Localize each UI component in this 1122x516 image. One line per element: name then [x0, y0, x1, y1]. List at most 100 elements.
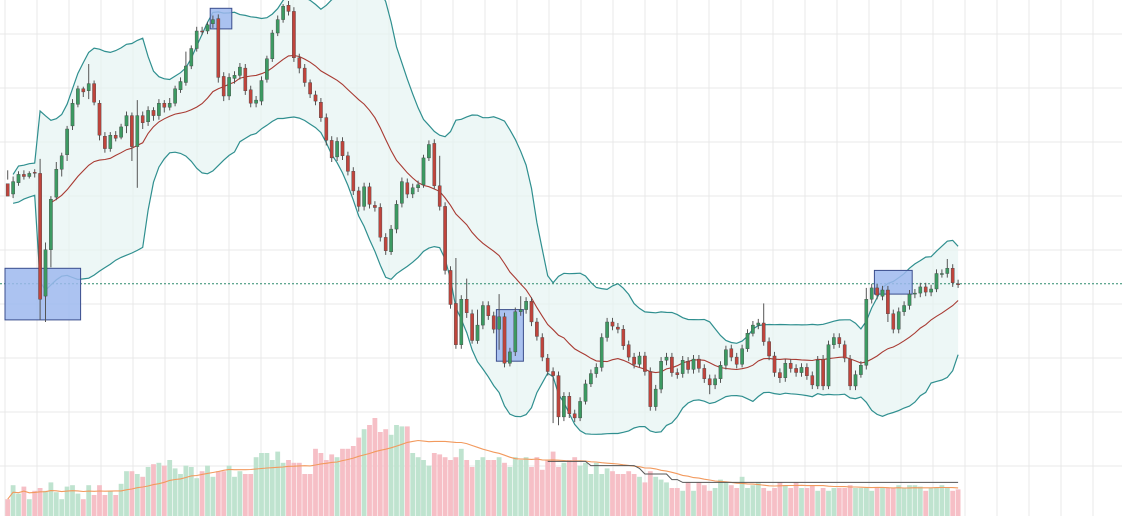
- candle-body: [556, 375, 561, 418]
- candle: [167, 98, 172, 111]
- volume-bar: [275, 451, 281, 516]
- candle: [810, 371, 815, 390]
- volume-bar: [545, 460, 551, 516]
- candle: [945, 259, 950, 278]
- volume-bar: [869, 490, 875, 516]
- candle: [837, 333, 842, 348]
- candle-body: [767, 341, 771, 357]
- volume-bar: [799, 488, 804, 516]
- volume-bar: [32, 490, 38, 516]
- volume-bar: [782, 485, 788, 516]
- volume-bar: [161, 465, 167, 516]
- volume-bar: [464, 460, 470, 516]
- candle: [216, 14, 221, 83]
- candle: [211, 15, 215, 28]
- volume-bar: [410, 453, 416, 516]
- candle-body: [5, 183, 10, 197]
- candle-body: [659, 361, 663, 390]
- candle-body: [751, 324, 755, 334]
- volume-bar: [356, 437, 362, 516]
- candle: [178, 77, 183, 93]
- candle: [756, 318, 761, 330]
- signal-marker-box: [873, 269, 913, 295]
- volume-bar: [145, 467, 151, 516]
- candle-body: [896, 311, 901, 330]
- signal-marker-box: [209, 7, 233, 30]
- candle: [92, 80, 96, 106]
- candle: [707, 374, 712, 395]
- candle: [729, 344, 734, 362]
- volume-bar: [523, 457, 529, 516]
- volume-bar: [16, 493, 21, 516]
- candle: [103, 132, 107, 153]
- candle: [880, 285, 885, 301]
- candle: [740, 344, 744, 368]
- candle-body: [238, 66, 242, 76]
- candle: [297, 53, 302, 74]
- volume-bar: [728, 485, 734, 516]
- volume-bar: [658, 479, 664, 516]
- candle-body: [821, 358, 825, 387]
- candle: [508, 347, 512, 367]
- volume-bar: [205, 465, 210, 516]
- candle: [680, 356, 685, 378]
- candle: [697, 355, 701, 373]
- volume-bar: [264, 453, 270, 516]
- candle-body: [70, 102, 75, 127]
- volume-bar: [653, 476, 659, 516]
- candle-body: [410, 187, 415, 195]
- volume-bar: [361, 429, 367, 516]
- candle-body: [437, 185, 442, 207]
- volume-bar: [313, 448, 318, 516]
- candle: [351, 167, 356, 195]
- candle-body: [605, 321, 609, 338]
- volume-bar: [124, 471, 129, 516]
- candle-body: [281, 5, 285, 20]
- candle-body: [589, 373, 593, 385]
- candle-body: [545, 357, 550, 372]
- volume-bar: [934, 488, 939, 516]
- candle-body: [389, 228, 393, 253]
- volume-bar: [610, 471, 615, 516]
- candle-body: [864, 299, 869, 366]
- candle: [367, 182, 372, 209]
- volume-bar: [664, 482, 669, 516]
- candle-body: [308, 82, 312, 95]
- volume-bar: [134, 474, 140, 516]
- volume-bar: [340, 448, 345, 516]
- candle: [108, 132, 113, 152]
- volume-bar: [102, 495, 108, 516]
- signal-marker-box: [4, 267, 82, 321]
- volume-bar: [955, 489, 961, 516]
- candle: [513, 307, 518, 356]
- candle: [691, 355, 696, 374]
- volume-bar: [615, 474, 621, 516]
- candle: [934, 269, 939, 293]
- candle-body: [297, 57, 302, 69]
- candle: [621, 325, 626, 350]
- candle: [864, 287, 869, 370]
- candle: [157, 99, 161, 120]
- candle: [38, 158, 42, 320]
- candle-body: [32, 172, 37, 174]
- volume-bar: [556, 467, 561, 516]
- candle-body: [783, 363, 788, 378]
- candle: [16, 171, 21, 186]
- candle: [119, 123, 123, 140]
- volume-bar: [113, 495, 119, 516]
- candle: [832, 333, 836, 349]
- volume-bar: [458, 448, 464, 516]
- candle-body: [184, 65, 188, 83]
- volume-bar: [502, 462, 507, 516]
- candle-body: [599, 337, 604, 368]
- candle-body: [373, 205, 377, 208]
- volume-bar: [80, 499, 86, 516]
- volume-bar: [512, 457, 518, 516]
- volume-bar: [367, 425, 372, 516]
- candle-body: [572, 413, 577, 419]
- candle-body: [513, 311, 518, 353]
- candle-body: [302, 67, 307, 83]
- volume-bar: [912, 485, 918, 516]
- volume-bar: [296, 462, 302, 516]
